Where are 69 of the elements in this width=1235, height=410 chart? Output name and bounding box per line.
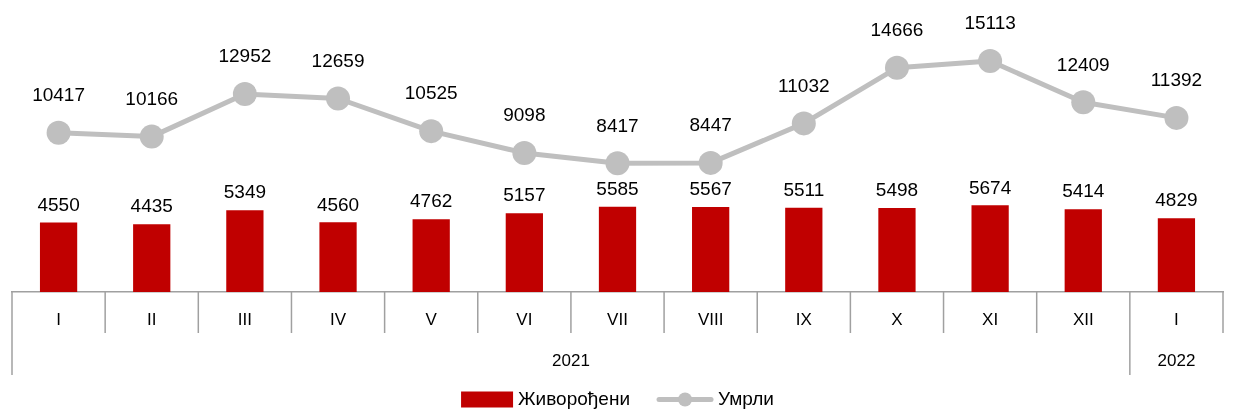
x-tick-label: III xyxy=(237,309,252,329)
data-label: 12409 xyxy=(1056,53,1110,75)
bar xyxy=(39,222,78,292)
bar xyxy=(226,210,264,292)
data-label: 11032 xyxy=(778,74,830,96)
bar xyxy=(878,207,916,292)
text: 2022 xyxy=(1157,350,1196,370)
legend-label: Живорођени xyxy=(518,387,631,409)
bar xyxy=(133,224,171,292)
point xyxy=(698,150,723,175)
data-label: 5585 xyxy=(596,177,639,199)
point xyxy=(419,119,444,144)
point xyxy=(139,124,164,149)
bar xyxy=(505,213,543,292)
data-label: 4829 xyxy=(1155,189,1198,211)
x-tick-label: X xyxy=(891,309,903,329)
x-tick-label: VIII xyxy=(697,309,724,329)
point xyxy=(1164,105,1189,130)
bar xyxy=(692,206,730,292)
bar xyxy=(412,219,450,292)
data-label: 9098 xyxy=(503,104,546,126)
x-tick-label: I xyxy=(1174,309,1179,329)
point xyxy=(326,86,351,111)
x-tick-label: IV xyxy=(330,309,347,329)
bar xyxy=(598,206,637,292)
bar xyxy=(971,205,1009,292)
point xyxy=(884,55,909,80)
data-label: 10417 xyxy=(32,84,85,106)
bar xyxy=(319,222,357,292)
data-label: 4435 xyxy=(130,195,173,217)
point xyxy=(605,151,630,176)
data-label: 5498 xyxy=(875,179,919,201)
data-label: 4550 xyxy=(37,193,80,215)
x-tick-label: II xyxy=(147,309,157,329)
x-tick-label: VII xyxy=(607,309,628,329)
data-label: 5349 xyxy=(223,181,267,203)
text: 2021 xyxy=(552,350,590,370)
data-label: 10166 xyxy=(125,87,179,109)
data-label: 15113 xyxy=(964,12,1016,34)
bar xyxy=(1064,209,1102,292)
data-label: 12952 xyxy=(218,45,272,67)
point xyxy=(232,82,257,107)
data-label: 5567 xyxy=(689,178,732,200)
point xyxy=(512,140,537,165)
x-tick-label: V xyxy=(425,309,438,329)
data-label: 4762 xyxy=(410,190,453,212)
data-label: 5511 xyxy=(783,179,825,200)
bar xyxy=(785,207,823,292)
data-label: 10525 xyxy=(404,82,458,104)
x-tick-label: I xyxy=(56,309,61,329)
point xyxy=(46,120,71,145)
point xyxy=(978,49,1003,73)
legend-label: Умрли xyxy=(718,387,774,409)
data-label: 5674 xyxy=(968,176,1012,198)
data-label: 8417 xyxy=(596,114,639,136)
data-label: 8447 xyxy=(689,114,732,136)
data-label: 11392 xyxy=(1150,69,1203,91)
data-label: 5157 xyxy=(503,184,546,206)
data-label: 5414 xyxy=(1062,180,1105,202)
x-tick-label: VI xyxy=(516,309,533,329)
x-tick-label: XII xyxy=(1072,309,1094,329)
bar xyxy=(1157,218,1196,292)
point xyxy=(791,111,816,136)
data-label: 14666 xyxy=(870,19,924,41)
data-label: 4560 xyxy=(316,193,360,215)
x-tick-label: XI xyxy=(982,309,999,329)
data-label: 12659 xyxy=(311,49,365,71)
x-tick-label: IX xyxy=(795,309,812,329)
point xyxy=(1071,90,1096,115)
